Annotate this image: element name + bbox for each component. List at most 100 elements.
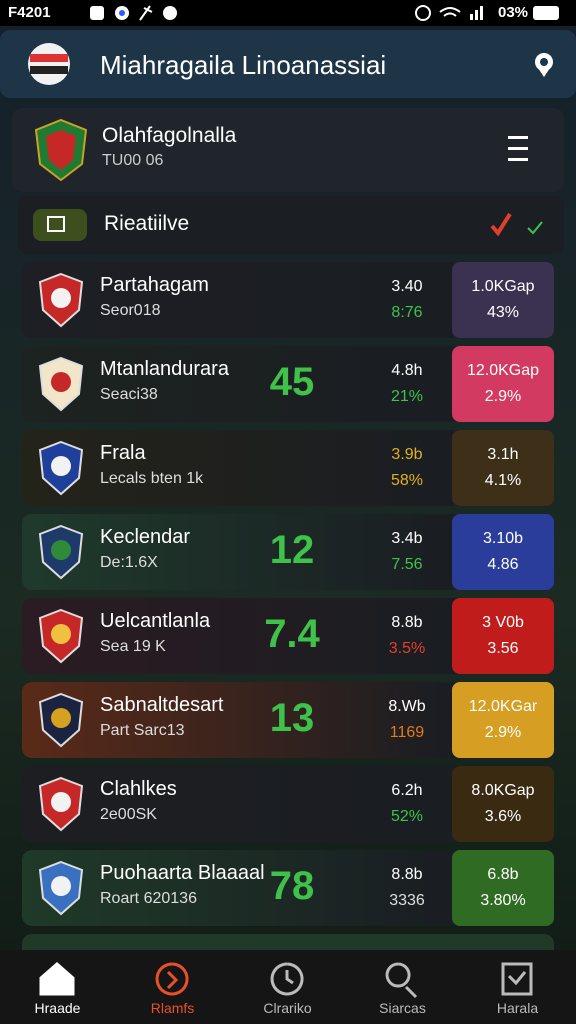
team-row[interactable]: Keclendar De:1.6X 12 3.4b 7.56 3.10b 4.86: [22, 514, 554, 590]
team-crest: [38, 272, 84, 328]
stat-box: 3 V0b 3.56: [452, 598, 554, 674]
box-bottom: 43%: [486, 304, 520, 321]
nav-item[interactable]: Rlamfs: [115, 950, 230, 1024]
crest-emblem: [51, 876, 71, 896]
stat-top: 8.Wb: [388, 698, 426, 715]
status-bar: F4201 03%: [0, 0, 576, 26]
team-row[interactable]: Mtanlandurara Seaci38 45 4.8h 21% 12.0KGap 2.9…: [22, 346, 554, 422]
team-row[interactable]: Clahlkes 2e00SK 6.2h 52% 8.0KGap 3.6%: [22, 766, 554, 842]
team-name: Clahlkes: [100, 778, 177, 800]
team-sub: Part Sarc13: [100, 722, 185, 739]
section-icon: [33, 209, 87, 241]
location-button[interactable]: [530, 50, 558, 78]
team-sub: Seor018: [100, 302, 161, 319]
box-top: 6.8b: [487, 866, 519, 883]
team-crest: [38, 524, 84, 580]
app-title: Miahragaila Linoanassiai: [100, 50, 387, 80]
menu-button[interactable]: [506, 134, 532, 164]
nav-icon: [270, 962, 304, 996]
nav-label: Clrariko: [263, 1000, 312, 1016]
nav-label: Rlamfs: [150, 1000, 195, 1016]
box-top: 3.10b: [482, 530, 524, 547]
crest-emblem: [51, 372, 71, 392]
section-header: Rieatiilve: [18, 196, 564, 254]
nav-icon-shape: [385, 962, 418, 999]
team-row[interactable]: Uelcantlanla Sea 19 K 7.4 8.8b 3.5% 3 V0b 3.56: [22, 598, 554, 674]
system-icons: [415, 5, 483, 21]
crest-emblem: [51, 456, 71, 476]
crest-emblem: [51, 624, 71, 644]
team-score: 13: [269, 696, 315, 740]
stat-bottom: 7.56: [391, 556, 423, 573]
stat-box: 8.0KGap 3.6%: [452, 766, 554, 842]
team-sub: De:1.6X: [100, 554, 158, 571]
stat-top: 4.8h: [391, 362, 423, 379]
stat-box: 6.8b 3.80%: [452, 850, 554, 926]
box-bottom: 3.56: [487, 640, 519, 657]
stat-top: 3.40: [391, 278, 423, 295]
team-name: Puohaarta Blaaaal: [100, 862, 265, 884]
team-score: 45: [269, 360, 315, 404]
club-sub: TU00 06: [102, 152, 164, 169]
team-score: 12: [269, 528, 315, 572]
stat-top: 8.8b: [391, 866, 423, 883]
team-name: Mtanlandurara: [100, 358, 229, 380]
team-row[interactable]: Partahagam Seor018 3.40 8:76 1.0KGap 43%: [22, 262, 554, 338]
stat-bottom: 58%: [390, 472, 424, 489]
stat-box: 12.0KGap 2.9%: [452, 346, 554, 422]
box-top: 12.0KGar: [468, 698, 538, 715]
box-top: 3 V0b: [482, 614, 524, 631]
team-score: 7.4: [264, 612, 320, 656]
team-name: Uelcantlanla: [100, 610, 211, 632]
nav-item[interactable]: Clrariko: [230, 950, 345, 1024]
nav-item[interactable]: Siarcas: [345, 950, 460, 1024]
box-bottom: 3.80%: [480, 892, 526, 909]
app-logo: [28, 43, 70, 85]
team-crest: [38, 356, 84, 412]
box-bottom: 4.86: [487, 556, 519, 573]
team-name: Keclendar: [100, 526, 191, 548]
stat-bottom: 3336: [389, 892, 425, 909]
nav-icon-shape: [270, 962, 304, 996]
stat-top: 3.9b: [391, 446, 423, 463]
battery-icon: [533, 6, 559, 20]
stat-bottom: 3.5%: [388, 640, 426, 657]
team-sub: Sea 19 K: [100, 638, 166, 655]
club-card[interactable]: Olahfagolnalla TU00 06: [12, 108, 564, 192]
nav-label: Siarcas: [379, 1000, 426, 1016]
box-bottom: 3.6%: [484, 808, 522, 825]
box-top: 8.0KGap: [471, 782, 535, 799]
team-row[interactable]: Puohaarta Blaaaal Roart 620136 78 8.8b 3336 6…: [22, 850, 554, 926]
team-sub: Lecals bten 1k: [100, 470, 204, 487]
club-crest: [34, 118, 88, 182]
nav-label: Harala: [496, 1000, 539, 1016]
crest-emblem: [51, 288, 71, 308]
section-checks[interactable]: [488, 210, 548, 240]
box-bottom: 2.9%: [484, 388, 522, 405]
team-row[interactable]: Frala Lecals bten 1k 3.9b 58% 3.1h 4.1%: [22, 430, 554, 506]
nav-icon-shape: [155, 962, 189, 996]
team-row[interactable]: Sabnaltdesart Part Sarc13 13 8.Wb 1169 12.0KG…: [22, 682, 554, 758]
section-title: Rieatiilve: [104, 212, 190, 235]
app-header: Miahragaila Linoanassiai: [0, 30, 576, 98]
nav-item[interactable]: Hraade: [0, 950, 115, 1024]
team-name: Frala: [100, 442, 146, 464]
stat-top: 8.8b: [391, 614, 423, 631]
crest-emblem: [51, 708, 71, 728]
nav-icon: [155, 962, 189, 996]
nav-item[interactable]: Harala: [460, 950, 575, 1024]
team-sub: Seaci38: [100, 386, 158, 403]
team-crest: [38, 860, 84, 916]
stat-top: 3.4b: [391, 530, 423, 547]
stat-box: 3.1h 4.1%: [452, 430, 554, 506]
box-bottom: 2.9%: [484, 724, 522, 741]
status-icons: [90, 5, 177, 21]
stat-bottom: 1169: [389, 724, 425, 741]
stat-bottom: 8:76: [391, 304, 423, 321]
box-top: 3.1h: [487, 446, 519, 463]
stat-box: 1.0KGap 43%: [452, 262, 554, 338]
stat-bottom: 21%: [390, 388, 424, 405]
stat-bottom: 52%: [390, 808, 424, 825]
team-name: Partahagam: [100, 274, 209, 296]
